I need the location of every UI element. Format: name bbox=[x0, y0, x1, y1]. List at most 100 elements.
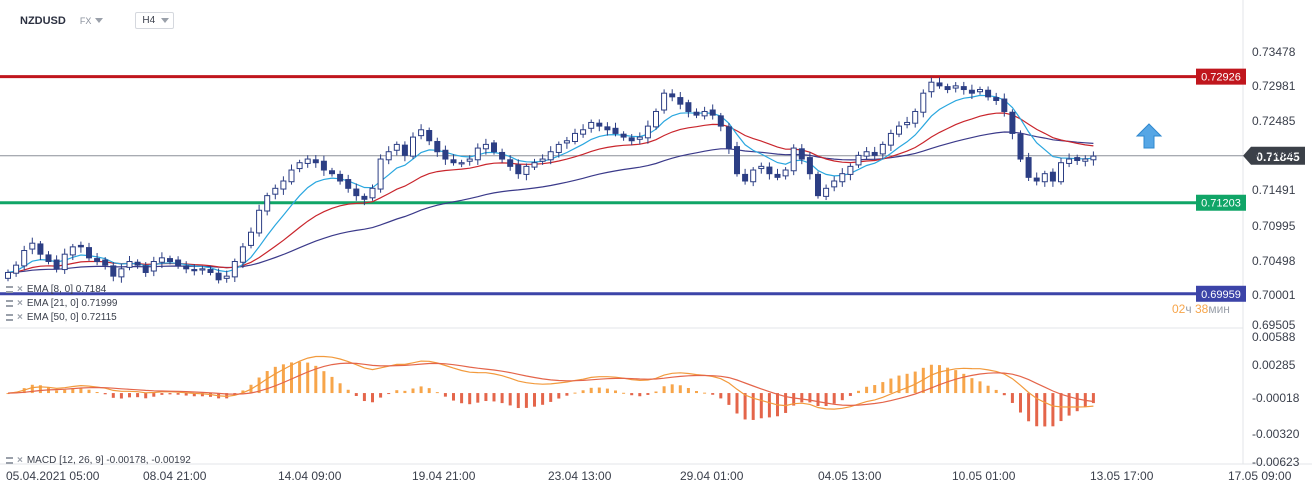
candle-body[interactable] bbox=[936, 82, 943, 87]
candle-body[interactable] bbox=[620, 133, 627, 138]
candle-body[interactable] bbox=[288, 169, 295, 183]
candle-body[interactable] bbox=[734, 146, 740, 175]
candle-body[interactable] bbox=[102, 259, 109, 266]
close-icon[interactable]: × bbox=[17, 298, 23, 309]
timeframe-select[interactable]: H4 bbox=[135, 12, 175, 29]
candle-body[interactable] bbox=[806, 157, 813, 175]
candle-body[interactable] bbox=[1049, 171, 1056, 182]
candle-body[interactable] bbox=[134, 261, 141, 266]
candle-body[interactable] bbox=[393, 143, 400, 151]
candle-body[interactable] bbox=[612, 127, 619, 134]
candle-body[interactable] bbox=[531, 162, 538, 168]
candle-body[interactable] bbox=[264, 195, 271, 212]
candle-body[interactable] bbox=[1082, 158, 1089, 162]
horizontal-levels[interactable]: 0.72926 0.71203 0.69959 0.71845 bbox=[0, 68, 1305, 302]
candle-body[interactable] bbox=[944, 86, 951, 91]
candle-body[interactable] bbox=[977, 89, 983, 93]
candle-body[interactable] bbox=[320, 160, 327, 171]
candle-body[interactable] bbox=[77, 244, 84, 248]
candle-body[interactable] bbox=[855, 154, 862, 166]
candle-body[interactable] bbox=[758, 165, 765, 170]
candle-body[interactable] bbox=[693, 111, 700, 116]
candle-body[interactable] bbox=[69, 246, 76, 256]
candle-body[interactable] bbox=[401, 144, 408, 156]
candle-body[interactable] bbox=[1058, 162, 1064, 183]
candle-body[interactable] bbox=[653, 110, 659, 128]
candle-body[interactable] bbox=[823, 187, 830, 197]
candle-body[interactable] bbox=[968, 89, 975, 94]
candle-body[interactable] bbox=[636, 136, 643, 140]
candle-body[interactable] bbox=[782, 169, 789, 177]
candle-body[interactable] bbox=[499, 151, 506, 160]
candle-body[interactable] bbox=[482, 143, 489, 150]
candle-body[interactable] bbox=[215, 272, 222, 281]
candle-body[interactable] bbox=[1066, 158, 1073, 164]
candle-body[interactable] bbox=[29, 242, 36, 250]
candle-body[interactable] bbox=[45, 254, 52, 263]
candle-body[interactable] bbox=[515, 164, 522, 175]
candle-body[interactable] bbox=[507, 159, 514, 167]
candle-body[interactable] bbox=[766, 166, 773, 175]
candle-body[interactable] bbox=[418, 129, 425, 137]
candle-body[interactable] bbox=[296, 162, 303, 170]
candle-body[interactable] bbox=[199, 268, 206, 271]
candle-body[interactable] bbox=[272, 187, 279, 195]
candle-body[interactable] bbox=[37, 243, 44, 255]
candle-body[interactable] bbox=[1009, 111, 1016, 134]
candle-body[interactable] bbox=[86, 247, 92, 259]
candle-body[interactable] bbox=[887, 132, 894, 146]
candle-body[interactable] bbox=[304, 158, 311, 164]
candle-body[interactable] bbox=[628, 137, 635, 142]
candle-body[interactable] bbox=[798, 148, 805, 160]
candle-body[interactable] bbox=[677, 97, 684, 105]
menu-icon[interactable] bbox=[6, 300, 13, 307]
candle-body[interactable] bbox=[563, 140, 570, 144]
candle-body[interactable] bbox=[960, 86, 967, 91]
menu-icon[interactable] bbox=[6, 457, 13, 464]
candle-body[interactable] bbox=[701, 110, 708, 117]
menu-icon[interactable] bbox=[6, 314, 13, 321]
chevron-down-icon[interactable] bbox=[95, 18, 104, 23]
candle-body[interactable] bbox=[523, 165, 530, 175]
candle-body[interactable] bbox=[1001, 98, 1008, 112]
candle-body[interactable] bbox=[442, 149, 449, 160]
candle-body[interactable] bbox=[1025, 157, 1032, 178]
candle-body[interactable] bbox=[839, 173, 846, 183]
candle-body[interactable] bbox=[21, 250, 28, 267]
candle-body[interactable] bbox=[369, 187, 376, 199]
candle-body[interactable] bbox=[248, 231, 254, 246]
candle-body[interactable] bbox=[774, 173, 781, 178]
candle-body[interactable] bbox=[377, 158, 384, 190]
candle-body[interactable] bbox=[142, 265, 149, 273]
candle-body[interactable] bbox=[353, 188, 360, 197]
candle-body[interactable] bbox=[175, 259, 182, 266]
candle-body[interactable] bbox=[61, 253, 68, 271]
candle-body[interactable] bbox=[644, 125, 651, 139]
candle-body[interactable] bbox=[555, 143, 562, 153]
candle-body[interactable] bbox=[158, 257, 165, 263]
close-icon[interactable]: × bbox=[17, 455, 23, 466]
candle-body[interactable] bbox=[871, 151, 878, 156]
candle-body[interactable] bbox=[223, 275, 230, 279]
candle-body[interactable] bbox=[13, 264, 20, 274]
candle-body[interactable] bbox=[539, 158, 546, 162]
candle-body[interactable] bbox=[207, 269, 214, 273]
candle-body[interactable] bbox=[474, 147, 481, 161]
candle-body[interactable] bbox=[1033, 177, 1040, 182]
candle-body[interactable] bbox=[466, 158, 473, 162]
candle-body[interactable] bbox=[742, 173, 749, 182]
candle-body[interactable] bbox=[426, 130, 433, 142]
candle-body[interactable] bbox=[669, 93, 676, 98]
candle-body[interactable] bbox=[604, 126, 611, 131]
close-icon[interactable]: × bbox=[17, 312, 23, 323]
candle-body[interactable] bbox=[928, 81, 935, 93]
candle-body[interactable] bbox=[709, 109, 716, 116]
candle-body[interactable] bbox=[588, 121, 595, 129]
candle-body[interactable] bbox=[280, 180, 287, 190]
candle-body[interactable] bbox=[790, 147, 797, 172]
candle-body[interactable] bbox=[580, 129, 587, 135]
candle-body[interactable] bbox=[312, 159, 319, 164]
candle-body[interactable] bbox=[815, 173, 821, 197]
candlesticks[interactable] bbox=[5, 77, 1097, 284]
candle-body[interactable] bbox=[231, 261, 238, 278]
